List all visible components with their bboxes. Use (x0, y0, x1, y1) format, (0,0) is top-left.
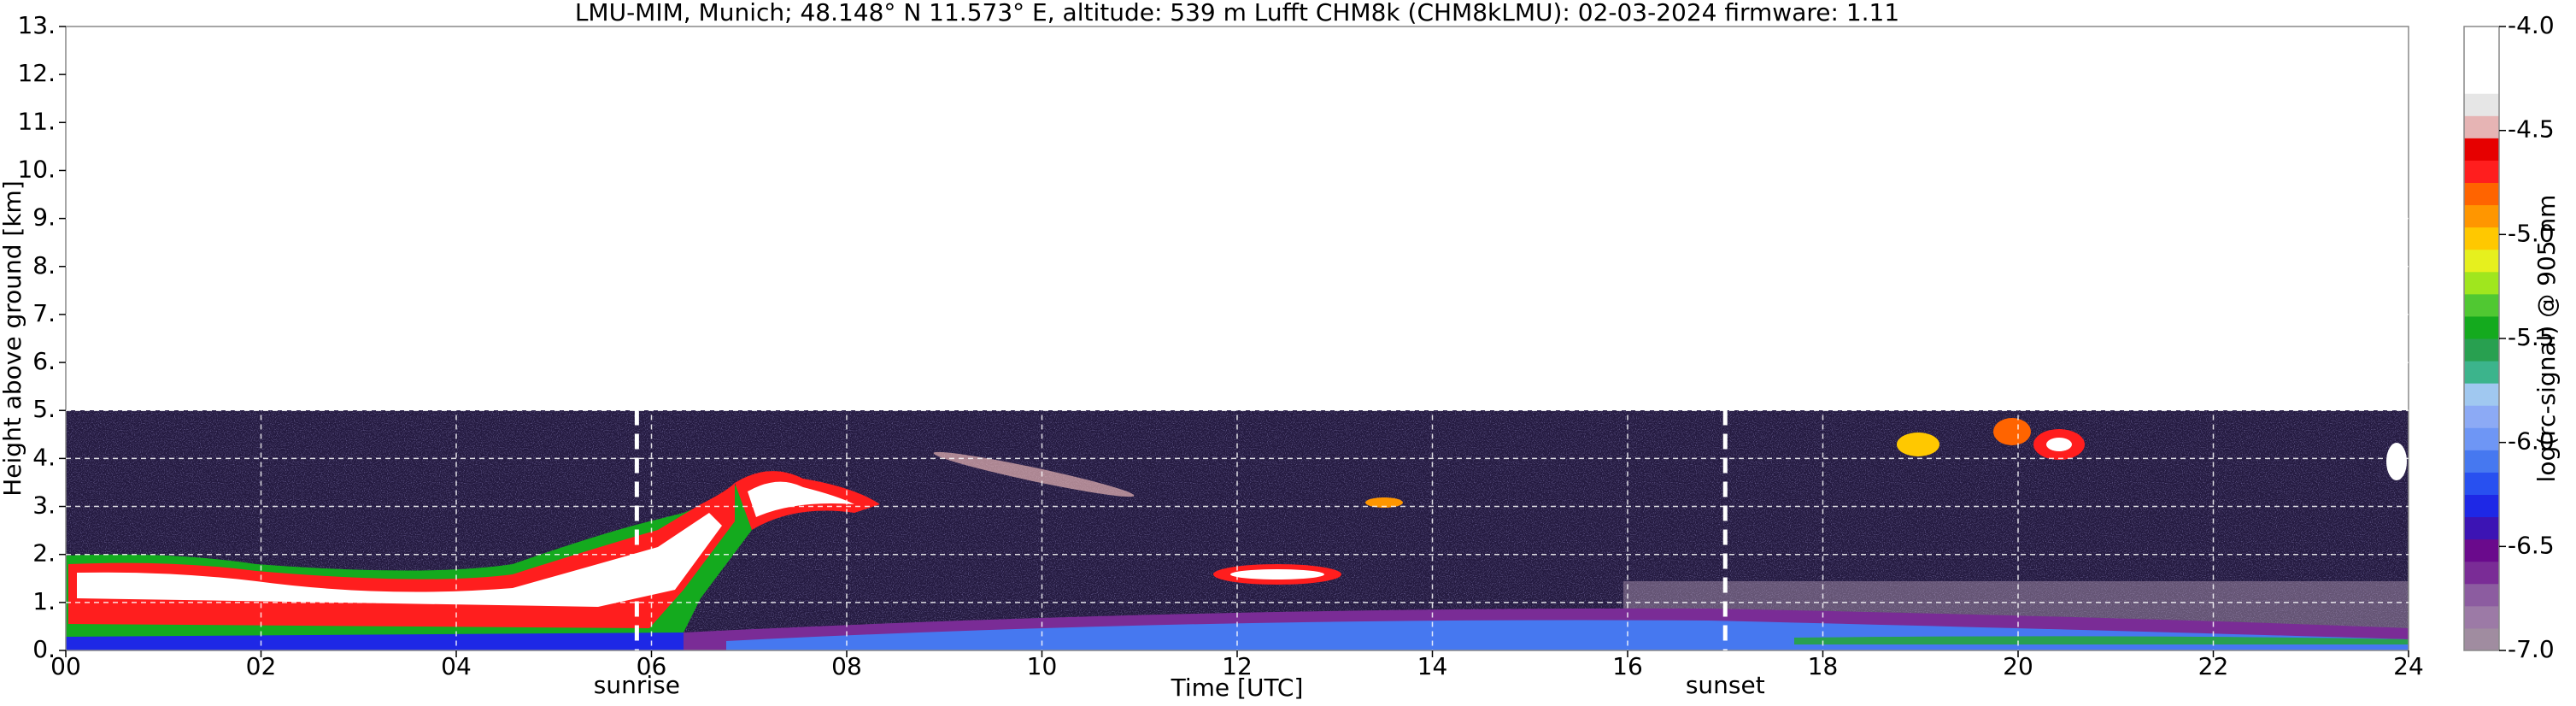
colorbar-tick-label: -5.5 (2508, 323, 2555, 351)
y-tick-label: 2. (32, 539, 56, 568)
x-tick-label: 22 (2198, 652, 2229, 680)
colorbar-swatch (2464, 516, 2499, 540)
annotation-label: sunrise (594, 671, 680, 699)
colorbar-swatch (2464, 293, 2499, 317)
y-tick-label: 9. (32, 203, 56, 232)
colorbar-swatch (2464, 138, 2499, 161)
y-tick-label: 1. (32, 587, 56, 615)
colorbar-swatch (2464, 383, 2499, 406)
colorbar-swatch (2464, 605, 2499, 629)
colorbar-swatch (2464, 182, 2499, 206)
y-tick-label: 6. (32, 347, 56, 375)
colorbar-swatch (2464, 583, 2499, 607)
colorbar-swatch (2464, 271, 2499, 295)
x-tick-label: 10 (1027, 652, 1058, 680)
y-tick-label: 7. (32, 299, 56, 327)
colorbar-swatch (2464, 204, 2499, 228)
x-tick-label: 14 (1417, 652, 1448, 680)
colorbar-swatch (2464, 115, 2499, 138)
y-tick-label: 11. (17, 107, 56, 135)
colorbar-swatch (2464, 405, 2499, 428)
y-tick-label: 5. (32, 395, 56, 423)
colorbar-swatch (2464, 494, 2499, 518)
x-tick-label: 08 (831, 652, 862, 680)
x-tick-label: 06 (637, 652, 667, 680)
colorbar-swatch (2464, 93, 2499, 116)
colorbar-tick-label: -6.5 (2508, 531, 2555, 559)
y-tick-label: 12. (17, 59, 56, 87)
colorbar-swatch (2464, 427, 2499, 450)
colorbar-swatch (2464, 71, 2499, 94)
colorbar-tick-label: -6.0 (2508, 427, 2555, 456)
y-axis-label: Height above ground [km] (0, 180, 26, 497)
colorbar-tick-label: -4.5 (2508, 115, 2555, 144)
colorbar-tick-label: -4.0 (2508, 11, 2555, 39)
colorbar-swatch (2464, 361, 2499, 384)
x-tick-label: 24 (2393, 652, 2424, 680)
colorbar-swatch (2464, 338, 2499, 362)
x-tick-label: 20 (2003, 652, 2033, 680)
y-tick-label: 0. (32, 635, 56, 663)
x-tick-label: 00 (50, 652, 81, 680)
colorbar-tick-label: -7.0 (2508, 635, 2555, 663)
colorbar-swatch (2464, 227, 2499, 250)
x-tick-label: 04 (441, 652, 472, 680)
chart-title: LMU-MIM, Munich; 48.148° N 11.573° E, al… (575, 0, 1899, 26)
x-tick-label: 18 (1808, 652, 1839, 680)
colorbar-swatch (2464, 249, 2499, 273)
colorbar-swatch (2464, 538, 2499, 562)
x-axis-label: Time [UTC] (1171, 674, 1304, 702)
y-tick-label: 3. (32, 491, 56, 520)
colorbar-swatch (2464, 472, 2499, 495)
y-tick-label: 13. (17, 11, 56, 39)
annotation-label: sunset (1686, 671, 1765, 699)
colorbar-tick-label: -5.0 (2508, 219, 2555, 247)
y-tick-label: 8. (32, 251, 56, 279)
colorbar-swatch (2464, 160, 2499, 183)
colorbar-swatch (2464, 315, 2499, 339)
colorbar-swatch (2464, 561, 2499, 585)
colorbar-swatch (2464, 450, 2499, 473)
colorbar-swatch (2464, 627, 2499, 651)
y-tick-label: 4. (32, 443, 56, 471)
colorbar-swatch (2464, 49, 2499, 72)
x-tick-label: 16 (1612, 652, 1643, 680)
x-tick-label: 02 (246, 652, 277, 680)
x-tick-label: 12 (1222, 652, 1253, 680)
y-tick-label: 10. (17, 155, 56, 183)
colorbar-label: log(rc-signal) @ 905 nm (2532, 195, 2561, 483)
colorbar-swatch (2464, 26, 2499, 50)
